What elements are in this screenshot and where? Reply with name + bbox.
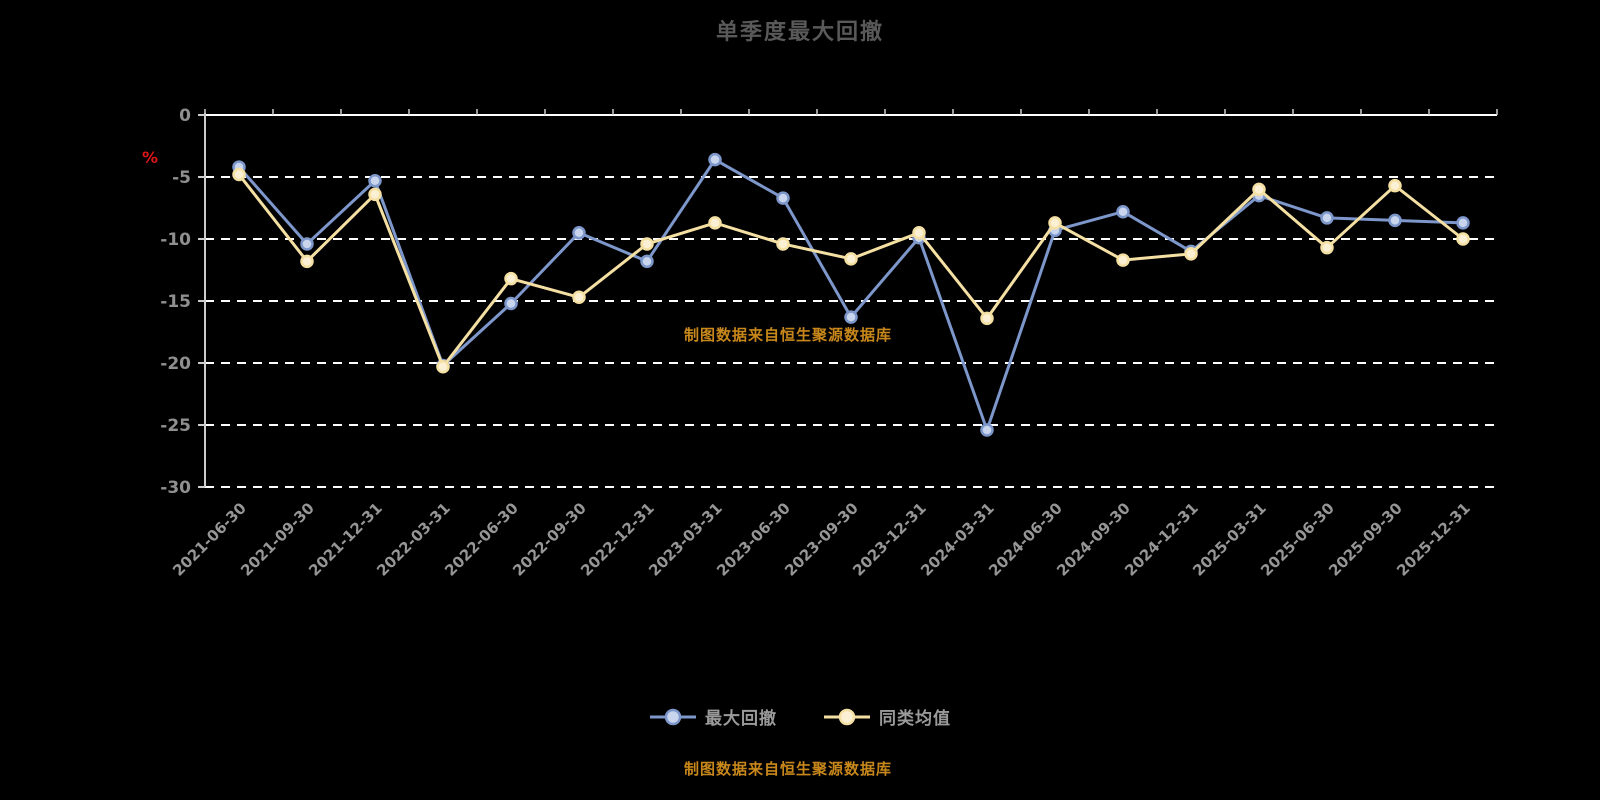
data-point-marker[interactable] — [844, 252, 858, 266]
data-point-marker[interactable] — [504, 296, 518, 311]
chart-title: 单季度最大回撤 — [715, 20, 884, 45]
y-axis-tick-label: -25 — [160, 416, 191, 436]
data-point-marker[interactable] — [436, 359, 450, 374]
data-point-marker[interactable] — [1184, 247, 1198, 261]
y-axis-tick-label: -30 — [160, 478, 191, 498]
data-point-marker[interactable] — [1320, 211, 1334, 225]
data-point-marker[interactable] — [572, 226, 586, 240]
data-point-marker[interactable] — [1116, 204, 1130, 219]
data-point-marker[interactable] — [1116, 253, 1130, 267]
data-point-marker[interactable] — [640, 254, 654, 269]
legend-label: 同类均值 — [879, 709, 951, 729]
legend-label: 最大回撤 — [705, 709, 777, 729]
data-point-marker[interactable] — [776, 191, 790, 205]
data-point-marker[interactable] — [980, 311, 994, 326]
data-point-marker[interactable] — [1048, 216, 1062, 230]
data-point-marker[interactable] — [708, 216, 722, 230]
data-point-marker[interactable] — [232, 167, 246, 182]
data-point-marker[interactable] — [1252, 182, 1266, 197]
legend-item-max-drawdown[interactable]: 最大回撤 — [649, 704, 777, 729]
data-point-marker[interactable] — [300, 254, 314, 269]
x-axis-label: 2025-12-31 — [1393, 499, 1474, 580]
data-point-marker[interactable] — [368, 187, 382, 202]
data-point-marker[interactable] — [844, 310, 858, 324]
y-axis-tick-label: -10 — [160, 230, 191, 250]
data-point-marker[interactable] — [504, 271, 518, 286]
watermark-text: 制图数据来自恒生聚源数据库 — [683, 326, 893, 344]
data-point-marker[interactable] — [980, 423, 994, 437]
data-point-marker[interactable] — [1320, 240, 1334, 255]
legend-marker-line-circle-icon — [650, 708, 696, 725]
y-axis-tick-label: -20 — [160, 354, 191, 374]
data-point-marker[interactable] — [640, 237, 654, 251]
data-point-marker[interactable] — [572, 290, 586, 305]
y-axis-tick-label: 0 — [179, 106, 191, 126]
y-axis-unit-label: % — [142, 148, 159, 167]
data-point-marker[interactable] — [912, 226, 926, 240]
data-point-marker[interactable] — [1456, 232, 1470, 246]
legend-item-category-average[interactable]: 同类均值 — [823, 704, 951, 729]
data-point-marker[interactable] — [300, 237, 314, 251]
data-point-marker[interactable] — [776, 237, 790, 251]
data-point-marker[interactable] — [708, 152, 722, 167]
data-point-marker[interactable] — [1456, 216, 1470, 230]
data-point-marker[interactable] — [368, 173, 382, 188]
data-point-marker[interactable] — [1388, 178, 1402, 193]
series-line — [237, 158, 1465, 432]
legend: 最大回撤 同类均值 — [0, 704, 1600, 729]
y-axis-tick-label: -15 — [160, 292, 191, 312]
legend-marker-line-circle-icon — [824, 708, 870, 725]
y-axis-tick-label: -5 — [172, 168, 191, 188]
data-point-marker[interactable] — [1388, 213, 1402, 228]
data-source-note: 制图数据来自恒生聚源数据库 — [683, 760, 893, 778]
